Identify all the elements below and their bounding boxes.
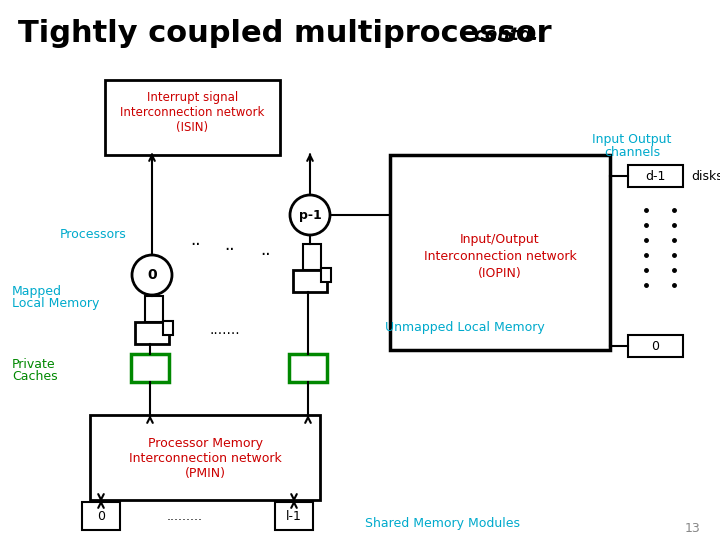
Bar xyxy=(303,244,321,270)
Text: Local Memory: Local Memory xyxy=(12,298,99,310)
Text: ..: .. xyxy=(190,231,200,249)
Text: 13: 13 xyxy=(684,522,700,535)
Bar xyxy=(390,155,610,350)
Text: Interconnection network: Interconnection network xyxy=(129,451,282,464)
Text: ..: .. xyxy=(260,241,270,259)
Text: 0: 0 xyxy=(97,510,105,523)
Text: disks: disks xyxy=(691,170,720,183)
Text: Interconnection network: Interconnection network xyxy=(423,251,577,264)
Text: Caches: Caches xyxy=(12,370,58,383)
Text: Unmapped Local Memory: Unmapped Local Memory xyxy=(385,321,545,334)
Bar xyxy=(163,321,173,335)
Text: 0: 0 xyxy=(652,340,660,353)
Bar xyxy=(131,354,169,382)
Bar xyxy=(321,268,331,282)
Bar xyxy=(90,415,320,500)
Text: (IOPIN): (IOPIN) xyxy=(478,267,522,280)
Bar xyxy=(628,335,683,357)
Text: Interconnection network: Interconnection network xyxy=(120,106,265,119)
Bar xyxy=(293,270,327,292)
Text: Shared Memory Modules: Shared Memory Modules xyxy=(365,516,520,530)
Text: channels: channels xyxy=(604,146,660,159)
Text: 0: 0 xyxy=(147,268,157,282)
Circle shape xyxy=(290,195,330,235)
Text: Input/Output: Input/Output xyxy=(460,233,540,246)
Text: Private: Private xyxy=(12,359,55,372)
Text: d-1: d-1 xyxy=(645,170,666,183)
Bar xyxy=(628,165,683,187)
Text: Mapped: Mapped xyxy=(12,286,62,299)
Text: p-1: p-1 xyxy=(299,208,321,221)
Bar xyxy=(135,322,169,344)
Bar xyxy=(289,354,327,382)
Text: Processor Memory: Processor Memory xyxy=(148,436,263,449)
Bar xyxy=(275,502,313,530)
Text: (PMIN): (PMIN) xyxy=(184,468,225,481)
Bar xyxy=(105,80,280,155)
Text: .........: ......... xyxy=(167,510,203,523)
Text: Input Output: Input Output xyxy=(593,133,672,146)
Text: (ISIN): (ISIN) xyxy=(176,122,209,134)
Text: Processors: Processors xyxy=(60,228,127,241)
Bar xyxy=(82,502,120,530)
Circle shape xyxy=(132,255,172,295)
Text: Interrupt signal: Interrupt signal xyxy=(147,91,238,105)
Text: Tightly coupled multiprocessor: Tightly coupled multiprocessor xyxy=(18,18,552,48)
Text: .......: ....... xyxy=(210,323,240,337)
Text: ..: .. xyxy=(225,236,235,254)
Bar xyxy=(145,296,163,322)
Text: contd.: contd. xyxy=(468,26,539,44)
Text: l-1: l-1 xyxy=(286,510,302,523)
